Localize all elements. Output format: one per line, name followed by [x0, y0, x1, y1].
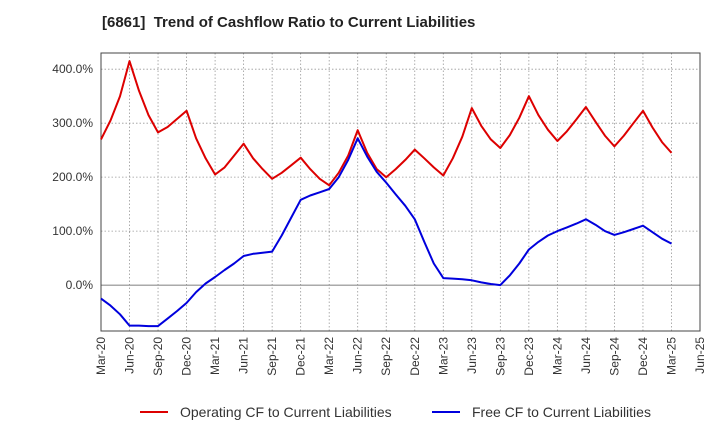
y-tick-label: 0.0% [66, 278, 94, 292]
x-tick-label: Sep-22 [379, 337, 393, 376]
x-tick-label: Jun-22 [351, 337, 365, 374]
x-tick-label: Dec-20 [180, 337, 194, 376]
x-tick-label: Mar-24 [550, 337, 564, 375]
x-tick-label: Jun-20 [123, 337, 137, 374]
x-tick-label: Jun-25 [693, 337, 707, 374]
operating-cf-line [100, 60, 673, 187]
x-tick-label: Mar-25 [664, 337, 678, 375]
legend-label-free-cf: Free CF to Current Liabilities [472, 404, 651, 420]
x-tick-label: Jun-23 [465, 337, 479, 374]
x-tick-label: Mar-20 [94, 337, 108, 375]
x-tick-labels: Mar-20 Jun-20 Sep-20 Dec-20 Mar-21 Jun-21 Sep-… [94, 337, 707, 376]
x-tick-label: Dec-23 [522, 337, 536, 376]
x-tick-label: Mar-22 [322, 337, 336, 375]
legend-swatch-blue [432, 411, 460, 413]
y-tick-label: 100.0% [52, 224, 93, 238]
x-tick-label: Sep-23 [493, 337, 507, 376]
x-tick-label: Dec-21 [294, 337, 308, 376]
y-tick-label: 400.0% [52, 62, 93, 76]
x-tick-label: Jun-21 [237, 337, 251, 374]
x-tick-label: Dec-22 [408, 337, 422, 376]
legend-label-operating-cf: Operating CF to Current Liabilities [180, 404, 392, 420]
axes [100, 52, 701, 332]
x-tick-label: Sep-21 [265, 337, 279, 376]
legend-item-operating-cf: Operating CF to Current Liabilities [140, 404, 392, 420]
free-cf-line [100, 137, 672, 328]
y-tick-labels: 400.0% 300.0% 200.0% 100.0% 0.0% [52, 62, 93, 292]
y-tick-label: 300.0% [52, 116, 93, 130]
y-tick-label: 200.0% [52, 170, 93, 184]
legend-item-free-cf: Free CF to Current Liabilities [432, 404, 651, 420]
series-lines [100, 60, 673, 328]
plot-border [100, 52, 701, 332]
x-tick-label: Jun-24 [579, 337, 593, 374]
x-tick-label: Mar-23 [436, 337, 450, 375]
x-tick-label: Sep-20 [151, 337, 165, 376]
legend-swatch-red [140, 411, 168, 413]
x-tick-label: Mar-21 [208, 337, 222, 375]
chart-title: [6861] Trend of Cashflow Ratio to Curren… [102, 14, 476, 31]
x-tick-label: Sep-24 [607, 337, 621, 376]
x-tick-label: Dec-24 [636, 337, 650, 376]
grid-lines [100, 53, 701, 331]
